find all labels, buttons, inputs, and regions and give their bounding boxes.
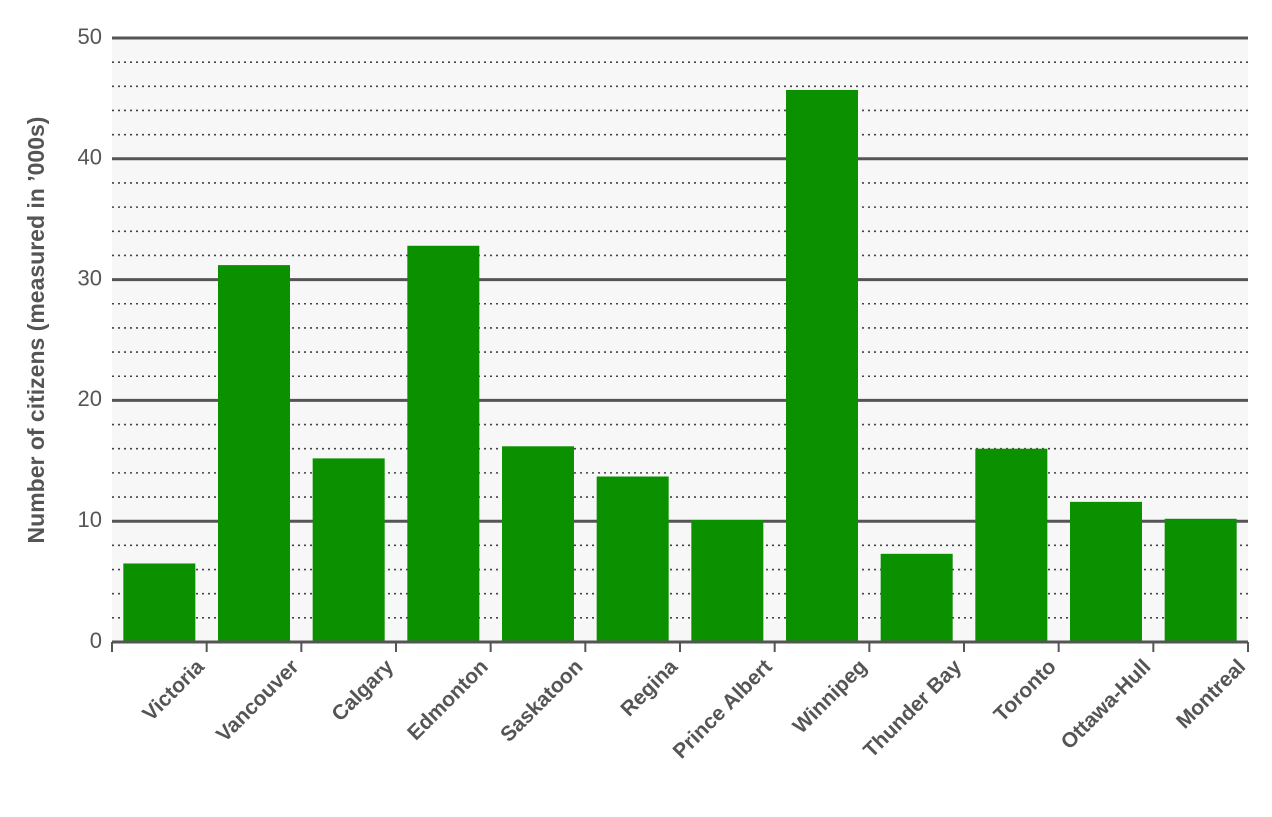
x-tick-label: Thunder Bay xyxy=(859,655,966,762)
plot-background xyxy=(112,38,1248,642)
x-tick-label: Regina xyxy=(616,655,682,721)
x-tick-label: Toronto xyxy=(990,655,1061,726)
x-tick-label: Vancouver xyxy=(212,655,303,746)
y-tick-label: 40 xyxy=(78,145,102,170)
bar xyxy=(1164,518,1237,642)
bar xyxy=(502,446,574,642)
x-tick-label: Ottawa-Hull xyxy=(1057,655,1156,754)
x-tick-label: Victoria xyxy=(138,655,209,726)
bar xyxy=(880,553,953,642)
x-tick-label: Montreal xyxy=(1172,655,1250,733)
y-tick-label: 20 xyxy=(78,386,102,411)
bar xyxy=(407,245,480,642)
bar xyxy=(596,476,669,642)
x-tick-label: Calgary xyxy=(327,655,398,726)
bar xyxy=(786,89,858,643)
bars xyxy=(123,89,1237,643)
bar xyxy=(975,448,1048,642)
x-tick-label: Edmonton xyxy=(403,655,493,745)
y-tick-label: 50 xyxy=(78,24,102,49)
y-tick-label: 10 xyxy=(78,507,102,532)
bar xyxy=(1070,501,1142,642)
bar xyxy=(691,519,764,642)
y-tick-label: 30 xyxy=(78,265,102,290)
bar xyxy=(312,458,385,642)
bar xyxy=(218,265,290,642)
y-tick-label: 0 xyxy=(90,628,102,653)
bar xyxy=(123,563,196,642)
x-tick-label: Winnipeg xyxy=(789,655,872,738)
x-tick-label: Prince Albert xyxy=(669,655,777,763)
x-tick-label: Saskatoon xyxy=(496,655,587,746)
y-axis-label: Number of citizens (measured in ’000s) xyxy=(23,117,49,544)
